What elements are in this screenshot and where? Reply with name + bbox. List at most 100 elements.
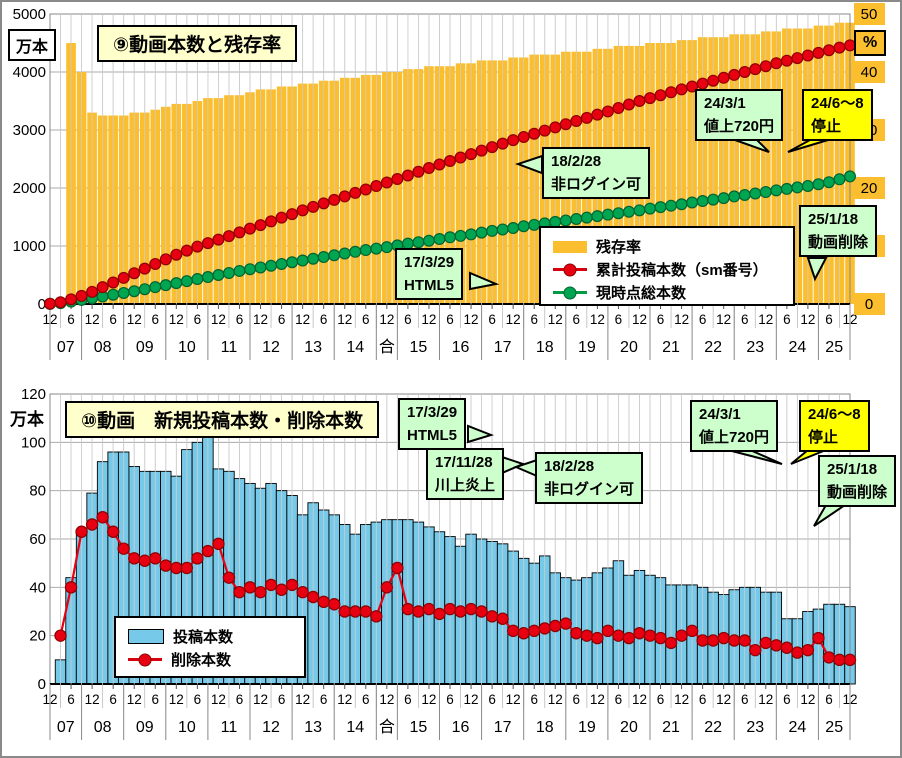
annotation-line: 24/3/1 bbox=[704, 95, 746, 112]
annotation-line: 24/6～8 bbox=[808, 406, 861, 423]
annotation-line: 非ログイン可 bbox=[544, 481, 635, 498]
svg-text:12: 12 bbox=[590, 692, 605, 707]
svg-text:12: 12 bbox=[337, 312, 352, 327]
svg-text:19: 19 bbox=[578, 339, 596, 356]
svg-text:6: 6 bbox=[783, 312, 791, 327]
svg-text:12: 12 bbox=[421, 312, 436, 327]
svg-text:6: 6 bbox=[699, 312, 707, 327]
svg-text:21: 21 bbox=[662, 719, 680, 736]
svg-text:12: 12 bbox=[337, 692, 352, 707]
svg-text:6: 6 bbox=[67, 692, 75, 707]
svg-text:12: 12 bbox=[506, 312, 521, 327]
svg-text:09: 09 bbox=[136, 719, 154, 736]
svg-text:12: 12 bbox=[506, 692, 521, 707]
svg-text:6: 6 bbox=[825, 312, 833, 327]
svg-text:40: 40 bbox=[29, 579, 46, 596]
annotation-price-up-bottom: 24/3/1 値上720円 bbox=[690, 400, 779, 452]
svg-text:6: 6 bbox=[741, 312, 749, 327]
svg-text:12: 12 bbox=[464, 312, 479, 327]
svg-text:13: 13 bbox=[304, 339, 322, 356]
chart2-legend: 投稿本数 削除本数 bbox=[114, 616, 306, 678]
svg-text:17: 17 bbox=[494, 339, 512, 356]
chart1-title: ⑨動画本数と残存率 bbox=[97, 25, 298, 62]
svg-text:12: 12 bbox=[716, 692, 731, 707]
svg-text:60: 60 bbox=[29, 531, 46, 548]
annotation-line: 17/11/28 bbox=[435, 454, 493, 471]
svg-text:11: 11 bbox=[221, 719, 238, 736]
svg-text:12: 12 bbox=[674, 312, 689, 327]
legend-label-survival: 残存率 bbox=[596, 239, 642, 256]
svg-text:100: 100 bbox=[21, 434, 46, 451]
annotation-nologin-top: 18/2/28 非ログイン可 bbox=[542, 147, 651, 199]
svg-text:12: 12 bbox=[211, 692, 226, 707]
annotation-line: 17/3/29 bbox=[404, 254, 455, 271]
svg-text:6: 6 bbox=[530, 312, 538, 327]
chart1-right-axis-unit: % bbox=[854, 30, 887, 56]
chart1-left-axis-unit: 万本 bbox=[8, 29, 57, 61]
svg-text:17: 17 bbox=[494, 719, 512, 736]
svg-text:3000: 3000 bbox=[13, 122, 46, 139]
svg-text:16: 16 bbox=[452, 339, 470, 356]
svg-text:12: 12 bbox=[590, 312, 605, 327]
svg-text:12: 12 bbox=[295, 692, 310, 707]
svg-text:20: 20 bbox=[29, 628, 46, 645]
svg-text:6: 6 bbox=[320, 692, 328, 707]
svg-text:07: 07 bbox=[57, 719, 75, 736]
svg-text:6: 6 bbox=[699, 692, 707, 707]
svg-text:12: 12 bbox=[85, 692, 100, 707]
svg-text:6: 6 bbox=[657, 692, 665, 707]
svg-text:12: 12 bbox=[169, 692, 184, 707]
svg-text:4000: 4000 bbox=[13, 64, 46, 81]
annotation-line: HTML5 bbox=[407, 427, 457, 444]
annotation-line: 17/3/29 bbox=[407, 404, 458, 421]
svg-text:15: 15 bbox=[410, 339, 428, 356]
svg-text:6: 6 bbox=[741, 692, 749, 707]
svg-text:12: 12 bbox=[169, 312, 184, 327]
svg-text:6: 6 bbox=[615, 692, 623, 707]
annotation-line: 24/3/1 bbox=[699, 406, 741, 423]
cumulative-posts-swatch bbox=[553, 263, 587, 276]
svg-text:12: 12 bbox=[674, 692, 689, 707]
svg-text:6: 6 bbox=[320, 312, 328, 327]
uploads-swatch bbox=[128, 629, 164, 644]
svg-text:12: 12 bbox=[800, 692, 815, 707]
svg-text:16: 16 bbox=[452, 719, 470, 736]
svg-text:23: 23 bbox=[746, 719, 764, 736]
svg-text:12: 12 bbox=[632, 692, 647, 707]
annotation-line: 川上炎上 bbox=[435, 477, 496, 494]
survival-rate-swatch bbox=[553, 240, 587, 253]
svg-text:12: 12 bbox=[127, 692, 142, 707]
annotation-kawakami-bottom: 17/11/28 川上炎上 bbox=[426, 448, 505, 500]
svg-text:12: 12 bbox=[253, 312, 268, 327]
svg-text:12: 12 bbox=[758, 312, 773, 327]
svg-text:6: 6 bbox=[573, 692, 581, 707]
svg-text:6: 6 bbox=[362, 312, 370, 327]
svg-text:120: 120 bbox=[21, 386, 46, 403]
annotation-line: 動画削除 bbox=[827, 484, 888, 501]
uploads-deletions-chart-canvas: 12 6 12 6 12 6 12 6 12 6 12 6 12 6 12 6 12 6 12 6 12 6 12 6 12 6 1… bbox=[21, 386, 858, 740]
svg-text:15: 15 bbox=[410, 719, 428, 736]
svg-text:23: 23 bbox=[746, 339, 764, 356]
svg-text:0: 0 bbox=[865, 296, 873, 313]
legend-label-uploads: 投稿本数 bbox=[173, 629, 234, 646]
svg-text:08: 08 bbox=[94, 719, 112, 736]
svg-text:6: 6 bbox=[530, 692, 538, 707]
svg-text:6: 6 bbox=[615, 312, 623, 327]
svg-text:12: 12 bbox=[127, 312, 142, 327]
svg-text:50: 50 bbox=[861, 6, 878, 23]
svg-text:6: 6 bbox=[236, 312, 244, 327]
svg-text:6: 6 bbox=[278, 312, 286, 327]
svg-text:0: 0 bbox=[38, 676, 46, 693]
current-total-swatch bbox=[553, 286, 587, 299]
svg-text:07: 07 bbox=[57, 339, 75, 356]
svg-text:6: 6 bbox=[446, 312, 454, 327]
svg-text:22: 22 bbox=[704, 719, 722, 736]
svg-text:6: 6 bbox=[109, 312, 117, 327]
annotation-suspension-top: 24/6～8 停止 bbox=[802, 89, 873, 141]
svg-text:6: 6 bbox=[278, 692, 286, 707]
svg-text:6: 6 bbox=[404, 312, 412, 327]
svg-text:6: 6 bbox=[152, 312, 160, 327]
svg-text:6: 6 bbox=[194, 312, 202, 327]
svg-text:12: 12 bbox=[262, 339, 280, 356]
svg-text:14: 14 bbox=[346, 719, 364, 736]
